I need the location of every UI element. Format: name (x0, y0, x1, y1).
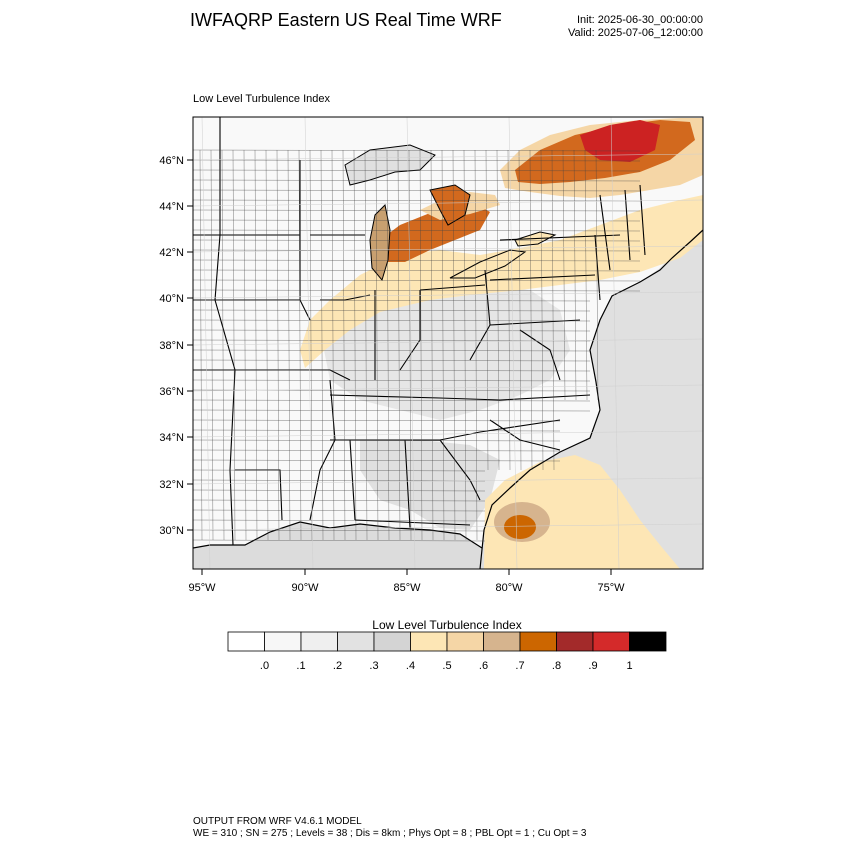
lat-tick-label: 42°N (159, 247, 184, 259)
model-info-line1: OUTPUT FROM WRF V4.6.1 MODEL (193, 816, 362, 827)
colorbar-label: .9 (588, 660, 597, 672)
lake-erie (449, 249, 527, 279)
colorbar-swatch (337, 631, 375, 652)
colorbar-title: Low Level Turbulence Index (372, 618, 522, 632)
lon-tick-label: 95°W (188, 582, 216, 594)
colorbar-swatch (483, 631, 521, 652)
turbulence-north-severe (580, 120, 660, 162)
colorbar-swatch (227, 631, 265, 652)
lon-tick-label: 85°W (393, 582, 421, 594)
turbulence-atlantic-light (484, 455, 680, 569)
atlantic-ocean (480, 117, 703, 569)
lon-axis: 95°W 90°W 85°W 80°W 75°W (188, 569, 625, 594)
lat-tick-label: 44°N (159, 201, 184, 213)
gulf-coastline (193, 521, 483, 549)
colorbar-label: .3 (369, 660, 378, 672)
gulf-of-mexico (193, 522, 484, 569)
colorbar: .0 .1 .2 .3 .4 .5 .6 .7 .8 .9 1 (227, 631, 667, 672)
colorbar-label: .5 (442, 660, 451, 672)
colorbar-label: .1 (296, 660, 305, 672)
map-field-label: Low Level Turbulence Index (193, 93, 330, 105)
map-area (193, 117, 703, 569)
colorbar-label: .4 (406, 660, 415, 672)
colorbar-swatch (446, 631, 484, 652)
colorbar-label: .8 (552, 660, 561, 672)
turbulence-band-midwest (300, 195, 703, 368)
colorbar-label: .0 (260, 660, 269, 672)
grey-field-central (320, 285, 570, 420)
lon-tick-label: 80°W (495, 582, 523, 594)
lake-huron (429, 184, 471, 226)
colorbar-swatch (410, 631, 448, 652)
turbulence-atlantic-high (504, 515, 536, 539)
lat-tick-label: 34°N (159, 432, 184, 444)
colorbar-swatch (300, 631, 338, 652)
colorbar-label: .6 (479, 660, 488, 672)
plot-title: IWFAQRP Eastern US Real Time WRF (190, 10, 502, 30)
graticule (193, 117, 703, 569)
colorbar-swatch (519, 631, 557, 652)
colorbar-swatch (264, 631, 302, 652)
lake-michigan (369, 203, 391, 282)
lat-tick-label: 46°N (159, 155, 184, 167)
lat-tick-label: 36°N (159, 386, 184, 398)
colorbar-swatch (373, 631, 411, 652)
colorbar-label: .7 (515, 660, 524, 672)
colorbar-swatch (592, 631, 630, 652)
lat-tick-label: 38°N (159, 340, 184, 352)
colorbar-swatch (629, 631, 667, 652)
map-frame (192, 116, 704, 570)
colorbar-label: .2 (333, 660, 342, 672)
lat-tick-label: 40°N (159, 293, 184, 305)
lat-tick-label: 30°N (159, 525, 184, 537)
colorbar-label: 1 (626, 660, 632, 672)
model-info-line2: WE = 310 ; SN = 275 ; Levels = 38 ; Dis … (193, 828, 587, 839)
grey-field-southeast (360, 440, 500, 530)
colorbar-swatch (556, 631, 594, 652)
lon-tick-label: 75°W (597, 582, 625, 594)
init-time: Init: 2025-06-30_00:00:00 (577, 14, 703, 26)
valid-time: Valid: 2025-07-06_12:00:00 (568, 27, 703, 39)
atlantic-coastline (479, 229, 703, 569)
lat-axis: 46°N 44°N 42°N 40°N 38°N 36°N 34°N 32°N 30°N (159, 155, 193, 537)
lat-tick-label: 32°N (159, 479, 184, 491)
lon-tick-label: 90°W (291, 582, 319, 594)
